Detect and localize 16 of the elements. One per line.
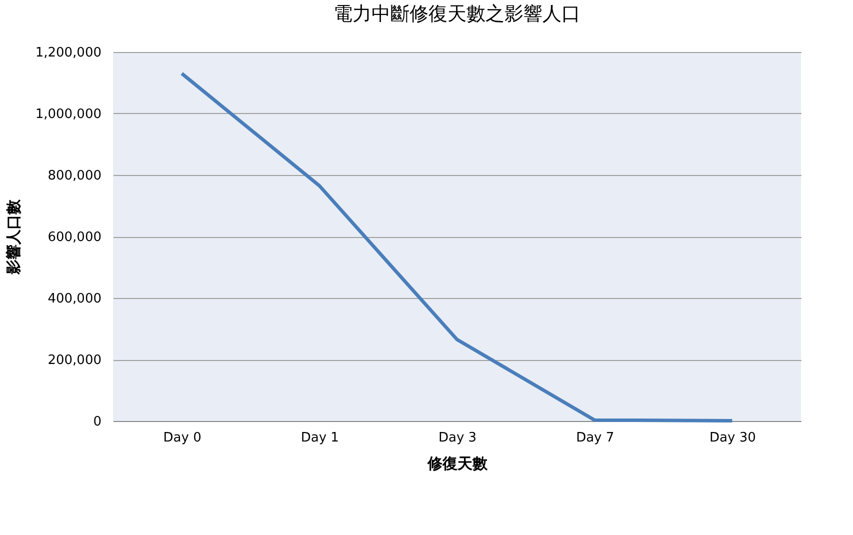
y-tick-label: 800,000 [48,168,102,184]
y-tick-label: 1,000,000 [35,107,102,122]
x-tick-label: Day 3 [438,430,477,446]
x-tick-label: Day 0 [163,430,202,446]
x-axis-title: 修復天數 [426,454,488,472]
y-tick-label: 200,000 [48,353,102,368]
line-series [180,72,734,422]
chart-title: 電力中斷修復天數之影響人口 [334,3,580,25]
x-tick-label: Day 7 [576,430,614,446]
y-tick-label: 1,200,000 [35,46,102,60]
y-tick-label: 400,000 [48,292,102,306]
x-tick-label: Day 30 [710,430,756,446]
y-tick-label: 0 [93,414,102,430]
y-axis-title: 影響人口數 [4,198,22,276]
x-tick-label: Day 1 [300,430,339,446]
y-tick-label: 600,000 [48,230,102,245]
